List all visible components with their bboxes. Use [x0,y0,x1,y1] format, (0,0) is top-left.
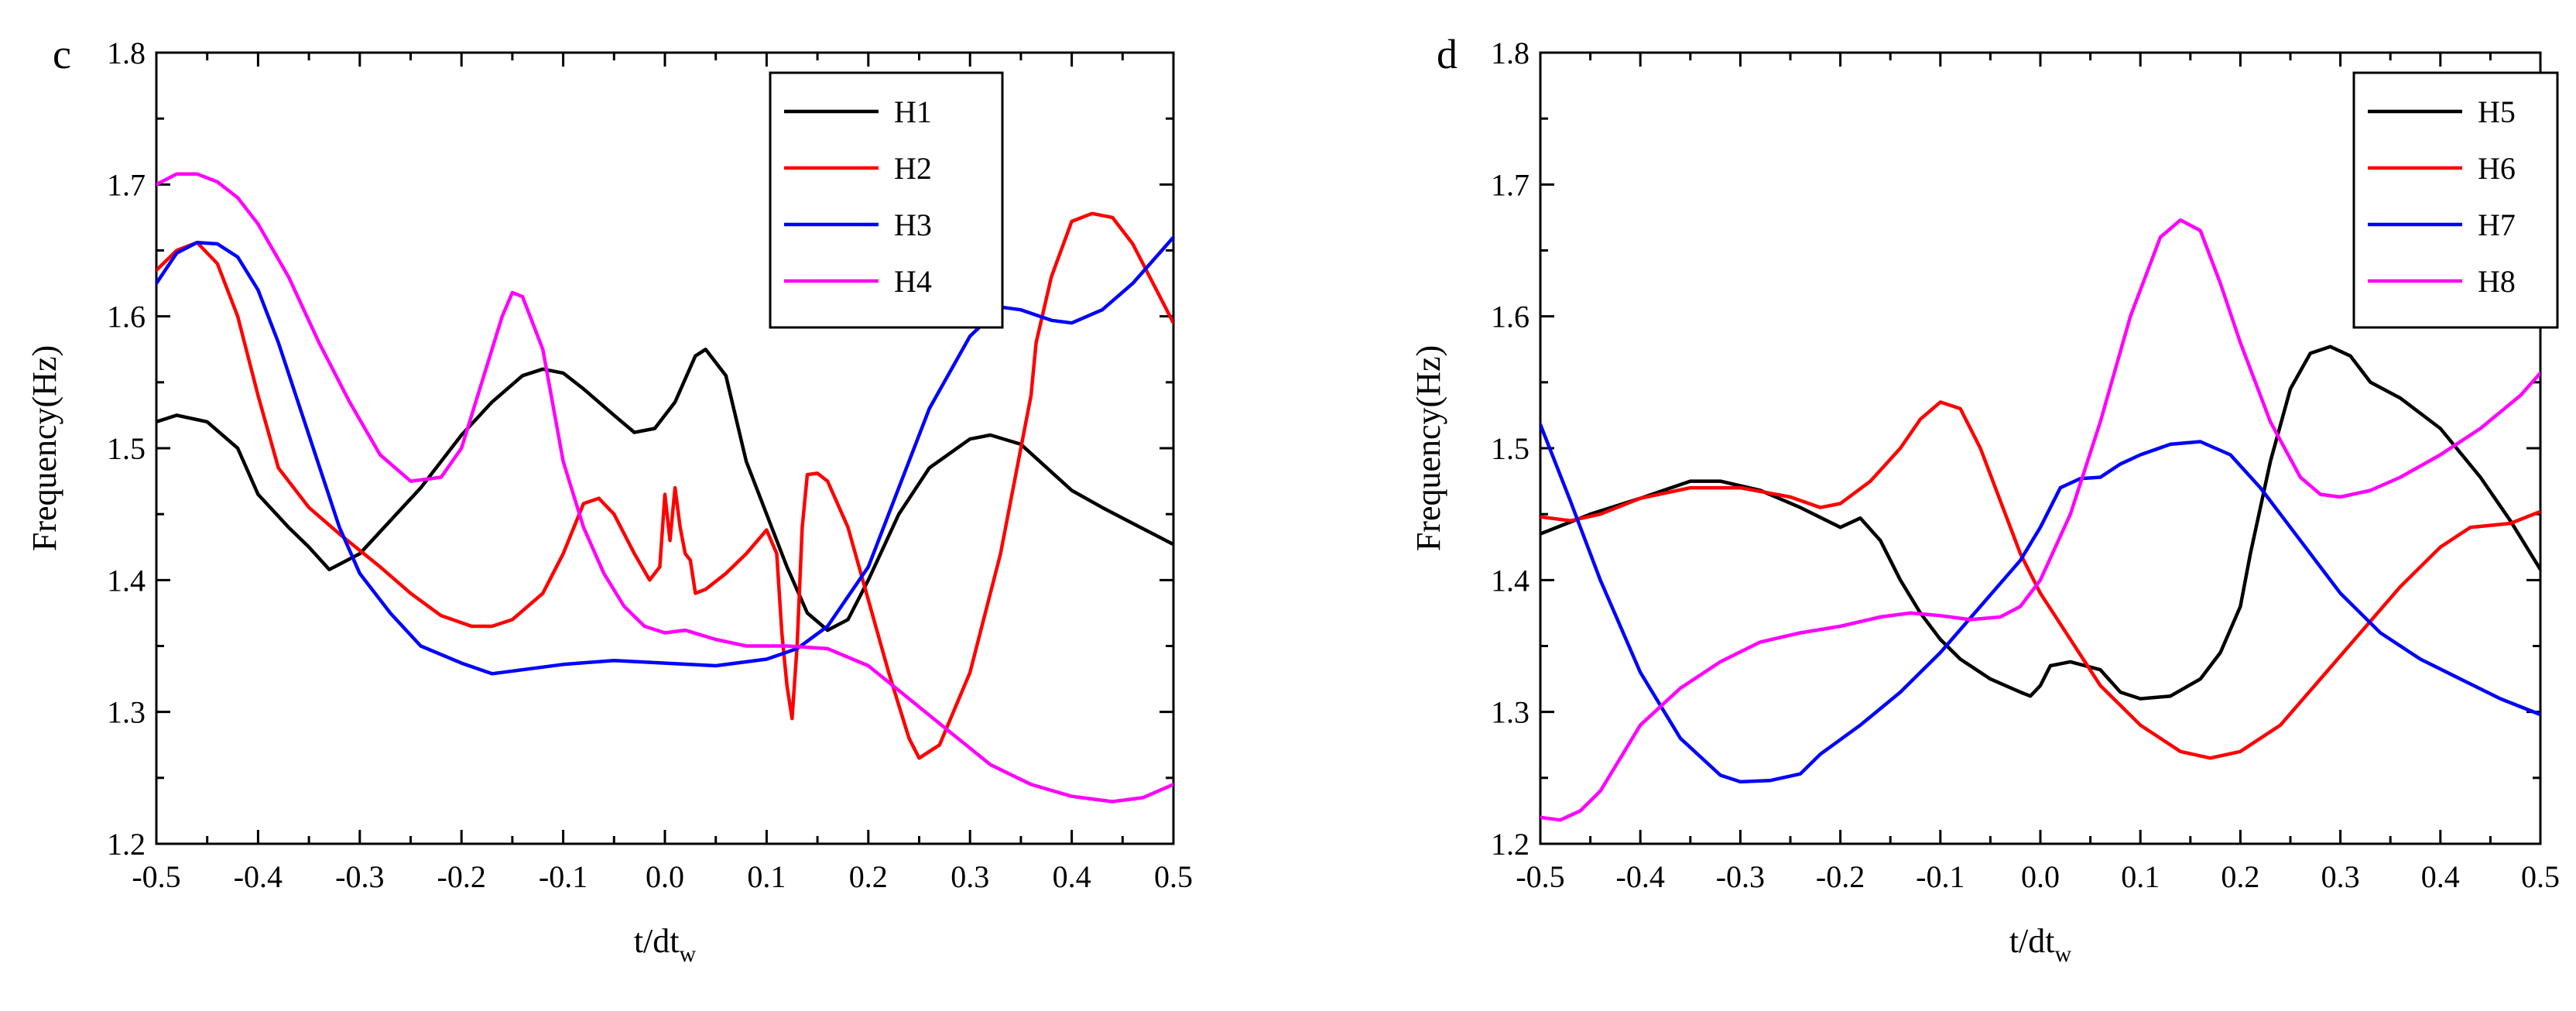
x-tick-label: 0.1 [747,859,786,894]
x-tick-label: 0.4 [2421,859,2460,894]
series-line-h7 [1540,423,2540,784]
series-line-h3 [156,235,1173,676]
y-tick-label: 1.4 [1491,563,1530,598]
x-tick-label: -0.3 [1716,859,1765,894]
legend-label-h4: H4 [894,264,932,299]
x-tick-label: -0.2 [1816,859,1865,894]
x-tick-label: -0.4 [1616,859,1665,894]
y-tick-label: 1.5 [107,431,146,466]
x-tick-label: 0.1 [2121,859,2160,894]
x-axis-label: t/dtw [634,922,697,967]
y-tick-label: 1.6 [107,300,146,334]
legend-label-h6: H6 [2478,151,2516,186]
y-axis-label: Frequency(Hz) [26,345,63,551]
y-tick-label: 1.6 [1491,300,1530,334]
y-tick-label: 1.4 [107,563,146,598]
y-tick-label: 1.8 [1491,36,1530,70]
x-tick-label: 0.5 [2521,859,2560,894]
y-tick-label: 1.8 [107,36,146,70]
legend-label-h1: H1 [894,94,932,129]
series-line-h8 [1540,218,2540,822]
x-tick-label: -0.5 [1516,859,1564,894]
x-tick-label: -0.1 [539,859,587,894]
x-tick-label: 0.4 [1053,859,1091,894]
legend-label-h8: H8 [2478,264,2516,299]
series-line-h1 [156,348,1173,632]
y-tick-label: 1.3 [107,695,146,730]
x-tick-label: 0.0 [2021,859,2060,894]
series-line-h2 [156,211,1173,760]
x-tick-label: -0.3 [335,859,384,894]
legend-label-h5: H5 [2478,94,2516,129]
x-tick-label: 0.0 [646,859,684,894]
y-tick-label: 1.2 [107,827,146,862]
legend-label-h7: H7 [2478,207,2516,242]
x-tick-label: -0.2 [437,859,486,894]
x-tick-label: 0.3 [2321,859,2360,894]
x-tick-label: 0.5 [1154,859,1193,894]
y-tick-label: 1.5 [1491,431,1530,466]
series-line-h4 [156,172,1173,804]
series-line-h6 [1540,400,2540,760]
chart-panel-c: -0.5 -0.4 -0.3 -0.2 -0.1 0.0 0.1 0.2 0.3 0.4 0.5 1.… [26,31,1193,967]
panel-label: c [53,31,71,77]
y-tick-label: 1.2 [1491,827,1530,862]
panel-label: d [1437,31,1458,77]
x-axis-label: t/dtw [2009,922,2072,967]
x-tick-label: 0.2 [2221,859,2259,894]
x-tick-label: -0.5 [132,859,180,894]
legend-label-h2: H2 [894,151,932,186]
y-tick-label: 1.3 [1491,695,1530,730]
legend-label-h3: H3 [894,207,932,242]
y-axis-label: Frequency(Hz) [1410,345,1447,551]
x-tick-label: -0.4 [234,859,283,894]
x-tick-label: 0.3 [951,859,989,894]
y-tick-label: 1.7 [107,167,146,202]
series-line-h5 [1540,344,2540,701]
y-tick-label: 1.7 [1491,167,1530,202]
legend-box [769,71,1004,329]
x-tick-label: 0.2 [849,859,888,894]
legend-box [2352,71,2559,329]
chart-panel-d: -0.5 -0.4 -0.3 -0.2 -0.1 0.0 0.1 0.2 0.3 0.4 0.5 1.… [1410,31,2560,967]
x-tick-label: -0.1 [1916,859,1965,894]
